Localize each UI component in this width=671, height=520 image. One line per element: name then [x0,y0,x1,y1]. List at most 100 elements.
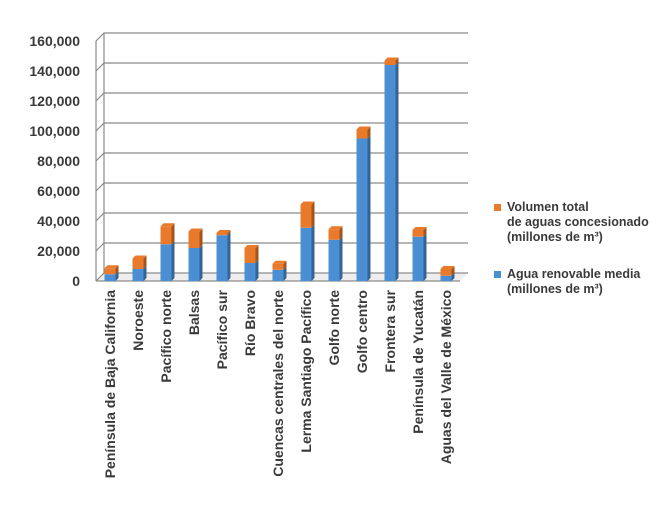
bar [328,239,340,281]
x-tick-label: Lerma Santiago Pacífico [298,290,314,453]
bar-side [115,271,119,281]
bar-side [171,241,175,281]
bar [244,248,256,263]
x-tick-label: Balsas [186,290,202,335]
bar [244,263,256,281]
y-tick-label: 100,000 [29,123,80,139]
y-tick-label: 20,000 [37,243,80,259]
bar-side [199,228,203,248]
bar-side [451,272,455,281]
bar-side [199,245,203,281]
bar [328,229,340,240]
bar-side [339,236,343,281]
bar-top [328,226,343,230]
x-tick-label: Pacífico sur [214,289,230,369]
y-tick-label: 140,000 [29,63,80,79]
bar-side [227,230,231,236]
y-tick-label: 0 [72,273,80,289]
bar-top [440,266,455,269]
bar [300,204,312,228]
x-tick-label: Península de Yucatán [410,290,426,434]
x-tick-label: Frontera sur [382,289,398,372]
bar [356,138,368,281]
legend-label-concesionado-line-3: (millones de m³) [507,230,603,244]
bar [104,268,116,275]
bar-top [104,265,119,269]
gridline [95,152,468,162]
legend-label-concesionado-line-1: Volumen total [507,200,589,214]
bar-side [451,266,455,276]
bar-side [311,201,315,228]
bar-side [143,255,147,269]
bar [188,248,200,281]
bar [160,226,172,245]
y-tick-label: 80,000 [37,153,80,169]
bar-side [339,226,343,240]
gridline [95,32,468,42]
bar-side [283,266,287,281]
x-tick-label: Cuencas centrales del norte [270,290,286,477]
gridline [95,92,468,102]
bar-side [395,57,399,65]
bar [384,60,396,65]
x-tick-label: Pacífico norte [158,290,174,383]
bar-side [395,62,399,281]
x-tick-label: Península de Baja California [102,290,118,478]
bar-top [300,201,315,205]
bar-top [244,245,259,248]
x-tick-label: Noroeste [130,290,146,351]
gridline [95,212,468,222]
bar [104,274,116,281]
bar-top [216,230,231,233]
x-tick-label: Golfo norte [326,290,342,366]
gridline [95,242,468,252]
bar [356,129,368,139]
legend-swatch-concesionado [494,204,501,211]
bar [384,65,396,281]
bar [412,230,424,237]
bar-top [356,126,371,130]
bar [216,233,228,236]
gridline [95,62,468,72]
gridline [95,122,468,132]
bar [132,269,144,281]
bar [188,231,200,248]
y-tick-label: 40,000 [37,213,80,229]
bar-side [227,232,231,281]
bar-top [384,57,399,61]
legend-label-renovable-line-2: (millones de m³) [507,282,603,296]
bar-top [412,227,427,230]
bar-side [143,266,147,281]
bar-side [171,223,175,245]
x-tick-label: Aguas del Valle de México [438,290,454,464]
x-tick-label: Golfo centro [354,290,370,373]
bar [440,269,452,276]
bar-side [255,260,259,281]
bar [132,258,144,269]
bar [272,269,284,281]
legend-label-concesionado-line-2: de aguas concesionado [507,215,649,229]
bar-side [367,126,371,139]
legend-label-renovable-line-1: Agua renovable media [507,267,641,281]
bar-side [255,245,259,263]
y-tick-label: 60,000 [37,183,80,199]
bar [412,236,424,281]
bar-side [311,224,315,281]
bar [440,275,452,281]
bar-top [160,223,175,227]
bar [300,227,312,281]
y-tick-label: 120,000 [29,93,80,109]
y-tick-label: 160,000 [29,33,80,49]
bar-top [132,255,147,259]
bar-side [423,227,427,237]
bar-top [188,228,203,232]
legend-swatch-renovable [494,271,501,278]
bar [216,235,228,281]
bar-side [367,135,371,281]
gridline [95,182,468,192]
bar-top [272,260,287,264]
bar [272,263,284,270]
bar [160,244,172,281]
bar-side [423,233,427,281]
